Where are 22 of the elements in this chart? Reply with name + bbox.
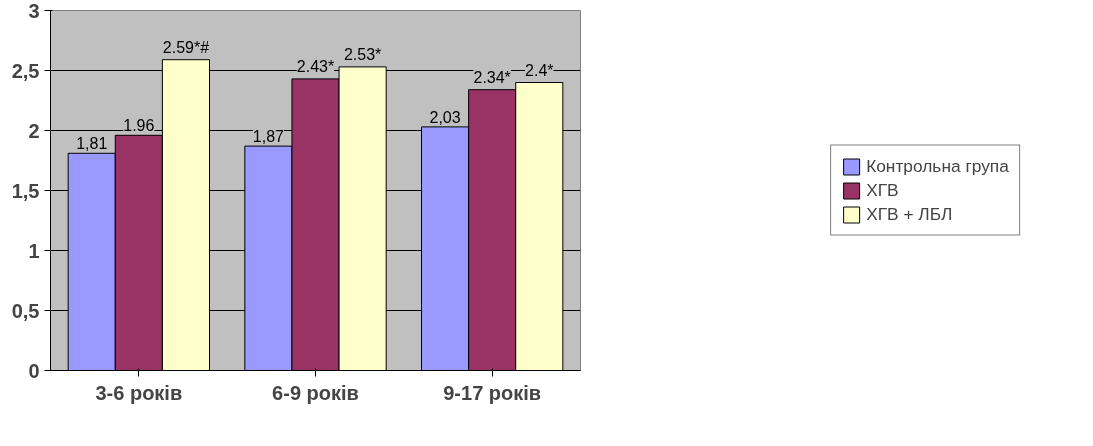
- legend-label: Контрольна група: [866, 155, 1009, 177]
- data-label: 2.34*: [473, 68, 511, 86]
- y-tick-label: 0,5: [11, 299, 40, 322]
- data-label: 2.53*: [343, 45, 382, 63]
- data-label: 1.96: [123, 117, 155, 135]
- y-tick-label: 2,5: [11, 59, 40, 82]
- y-tick-label: 3: [28, 0, 40, 22]
- x-tick-label: 3-6 років: [95, 381, 183, 404]
- y-tick-label: 2: [28, 119, 40, 142]
- data-label: 2.43*: [296, 57, 335, 75]
- x-tick-label: 9-17 років: [443, 381, 542, 404]
- data-label: 2.4*: [525, 61, 554, 79]
- y-tick-label: 1: [28, 239, 40, 262]
- data-label: 1,81: [76, 135, 108, 153]
- data-label: 2,03: [429, 108, 461, 126]
- legend-label: ХГВ + ЛБЛ: [866, 203, 953, 225]
- data-label: 1,87: [252, 128, 285, 146]
- y-tick-label: 0: [28, 359, 40, 382]
- y-tick-label: 1,5: [11, 179, 40, 202]
- legend-label: ХГВ: [866, 179, 899, 201]
- x-tick-label: 6-9 років: [272, 381, 359, 404]
- data-label: 2.59*#: [162, 38, 210, 56]
